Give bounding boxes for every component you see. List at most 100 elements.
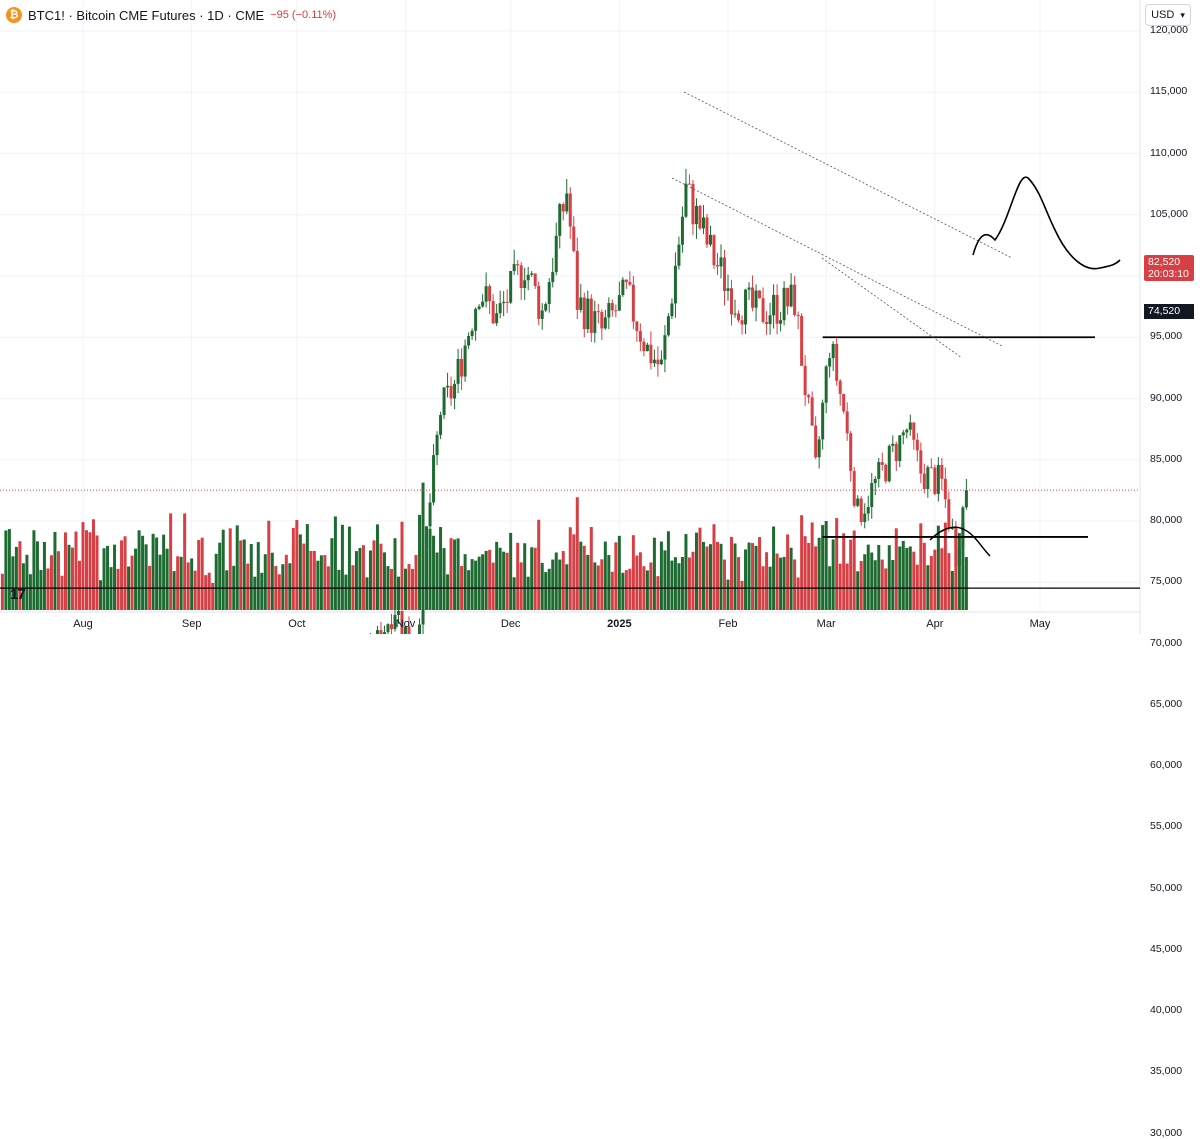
candle-body-2024-12-10	[540, 310, 544, 319]
candle-body-2024-11-07	[425, 526, 429, 550]
volume-bar-2024-11-05	[418, 514, 422, 610]
volume-bar-2024-09-11	[225, 570, 229, 610]
volume-bar-2025-03-20	[891, 560, 895, 610]
volume-bar-2025-01-23	[694, 532, 698, 610]
candle-body-2025-01-21	[687, 183, 691, 185]
volume-bar-2024-12-03	[516, 542, 520, 610]
volume-bar-2024-12-13	[551, 559, 555, 610]
candle-body-2025-03-21	[894, 443, 898, 462]
volume-bar-2024-12-07	[530, 547, 534, 610]
candle-body-2025-01-12	[656, 359, 660, 365]
volume-bar-2024-10-28	[389, 568, 393, 610]
volume-bar-2025-03-14	[870, 552, 874, 610]
volume-bar-2025-01-21	[687, 557, 691, 610]
candle-body-2024-11-29	[502, 301, 506, 304]
volume-bar-2024-09-24	[270, 552, 274, 610]
candle-body-2025-03-02	[828, 358, 832, 367]
currency-selector[interactable]: USD ▾	[1145, 4, 1191, 26]
candle-body-2025-01-20	[684, 183, 688, 217]
volume-bar-2024-10-15	[344, 574, 348, 610]
y-tick-label: 75,000	[1150, 575, 1183, 588]
volume-bar-2024-08-26	[169, 513, 173, 610]
volume-bar-2024-11-19	[467, 570, 471, 610]
volume-bar-2024-07-10	[4, 530, 8, 610]
volume-bar-2024-07-14	[18, 541, 22, 610]
candle-body-2025-02-27	[817, 439, 821, 458]
candle-body-2025-03-29	[922, 473, 926, 490]
volume-bar-2024-07-29	[70, 547, 74, 610]
volume-bar-2024-10-26	[382, 552, 386, 610]
candle-body-2025-01-29	[715, 265, 719, 267]
candle-body-2024-12-25	[593, 311, 597, 333]
volume-bar-2025-02-27	[817, 537, 821, 610]
volume-bar-2024-09-03	[197, 540, 201, 610]
candle-body-2024-12-22	[582, 297, 586, 330]
volume-bar-2024-08-02	[85, 530, 89, 610]
volume-bar-2024-08-30	[183, 513, 187, 610]
candle-body-2025-03-05	[838, 380, 842, 394]
volume-bar-2025-01-10	[649, 562, 653, 610]
volume-bar-2025-02-07	[747, 542, 751, 610]
symbol-header[interactable]: ₿ BTC1! · Bitcoin CME Futures · 1D · CME…	[6, 6, 336, 24]
candle-body-2024-11-17	[460, 359, 464, 377]
tradingview-logo[interactable]: 17	[10, 586, 26, 603]
volume-bar-2024-11-07	[425, 549, 429, 610]
volume-bar-2024-09-18	[249, 544, 253, 610]
candle-body-2025-01-24	[698, 205, 702, 229]
volume-bar-2024-09-29	[288, 563, 292, 610]
candle-body-2024-11-27	[495, 313, 499, 324]
candle-body-2024-11-06	[421, 549, 425, 625]
symbol-title: BTC1! · Bitcoin CME Futures · 1D · CME	[28, 7, 265, 23]
candle-body-2025-02-18	[786, 287, 790, 307]
volume-bar-2024-10-24	[375, 524, 379, 610]
candle-body-2025-01-01	[617, 295, 621, 311]
volume-bar-2025-01-20	[684, 534, 688, 610]
volume-bar-2024-09-08	[214, 553, 218, 610]
volume-bar-2025-02-09	[754, 545, 758, 610]
volume-bar-2024-12-09	[537, 519, 541, 610]
candle-body-2025-01-22	[691, 183, 695, 225]
volume-bar-2024-07-19	[35, 541, 39, 610]
volume-bar-2024-07-13	[14, 546, 18, 610]
volume-bar-2024-07-24	[53, 531, 57, 610]
volume-bar-2025-02-22	[800, 515, 804, 610]
candle-body-2025-03-26	[912, 422, 916, 440]
level-price-tag: 74,520	[1144, 304, 1194, 319]
candle-body-2025-03-10	[856, 498, 860, 506]
volume-bar-2024-10-12	[333, 516, 337, 610]
candle-body-2025-04-06	[950, 528, 954, 530]
candle-body-2025-01-07	[638, 331, 642, 342]
volume-bar-2025-02-03	[733, 543, 737, 610]
chart-canvas[interactable]	[0, 0, 1200, 634]
volume-bar-2025-04-09	[961, 522, 965, 610]
candle-body-2025-03-24	[905, 429, 909, 433]
candle-body-2025-01-27	[708, 234, 712, 245]
candle-body-2024-11-11	[439, 415, 443, 435]
volume-bar-2024-09-22	[263, 554, 267, 610]
candle-body-2024-11-22	[477, 306, 481, 309]
volume-bar-2024-07-27	[63, 532, 67, 610]
candle-body-2025-02-25	[810, 397, 814, 426]
volume-bar-2024-09-07	[211, 582, 215, 610]
chevron-down-icon: ▾	[1180, 9, 1185, 20]
candle-body-2024-11-24	[484, 286, 488, 302]
volume-bar-2024-12-01	[509, 532, 513, 610]
volume-bar-2024-08-28	[176, 556, 180, 610]
candle-body-2024-11-13	[446, 385, 450, 388]
volume-bar-2024-11-29	[502, 551, 506, 610]
drawings	[0, 91, 1140, 589]
volume-bar-2024-11-14	[449, 538, 453, 610]
candle-body-2024-12-26	[596, 311, 600, 313]
candle-body-2024-12-09	[537, 285, 541, 319]
volume-bar-2024-11-27	[495, 541, 499, 610]
candle-body-2024-10-29	[393, 614, 397, 630]
candle-body-2024-11-08	[428, 502, 432, 527]
volume-bar-2024-08-12	[120, 540, 124, 610]
volume-bar-2024-10-20	[361, 545, 365, 610]
candle-body-2025-03-19	[887, 445, 891, 482]
candle-body-2024-12-04	[519, 265, 523, 289]
candle-body-2025-02-02	[730, 288, 734, 315]
y-tick-label: 105,000	[1150, 207, 1188, 220]
volume-bar-2024-07-18	[32, 530, 36, 610]
volume-bar-2024-08-25	[165, 548, 169, 610]
